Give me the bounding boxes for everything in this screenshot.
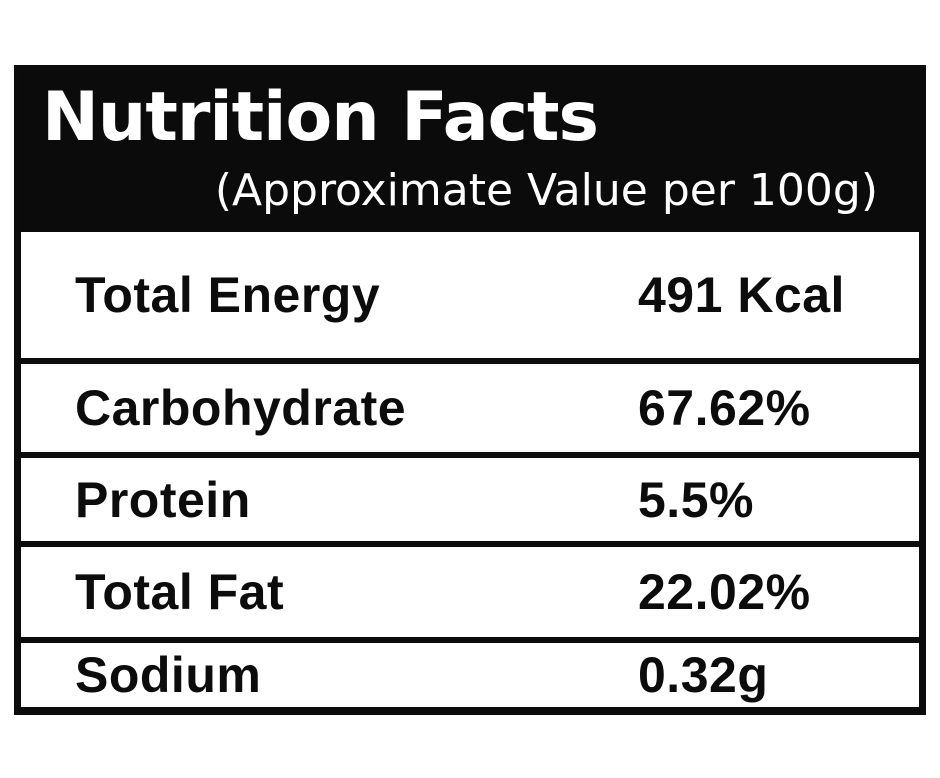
nutrition-label: Nutrition Facts (Approximate Value per 1… xyxy=(14,65,926,715)
nutrient-value: 67.62% xyxy=(638,380,811,436)
nutrient-rows: Total Energy 491 Kcal Carbohydrate 67.62… xyxy=(21,232,919,707)
nutrient-value: 5.5% xyxy=(638,471,754,528)
nutrient-value: 0.32g xyxy=(638,647,769,703)
nutrient-row-total-energy: Total Energy 491 Kcal xyxy=(21,232,919,358)
label-title: Nutrition Facts xyxy=(42,78,599,157)
nutrient-row-carbohydrate: Carbohydrate 67.62% xyxy=(21,358,919,452)
label-subtitle: (Approximate Value per 100g) xyxy=(214,165,878,216)
nutrient-row-total-fat: Total Fat 22.02% xyxy=(21,541,919,637)
nutrient-row-sodium: Sodium 0.32g xyxy=(21,637,919,707)
nutrient-name: Carbohydrate xyxy=(75,380,407,436)
nutrient-name: Total Energy xyxy=(75,267,381,323)
nutrient-name: Total Fat xyxy=(75,564,285,620)
label-header: Nutrition Facts (Approximate Value per 1… xyxy=(21,72,919,232)
nutrient-value: 22.02% xyxy=(638,564,811,620)
nutrient-row-protein: Protein 5.5% xyxy=(21,452,919,541)
nutrient-value: 491 Kcal xyxy=(638,267,845,323)
nutrient-name: Protein xyxy=(75,471,251,528)
nutrient-name: Sodium xyxy=(75,647,262,703)
